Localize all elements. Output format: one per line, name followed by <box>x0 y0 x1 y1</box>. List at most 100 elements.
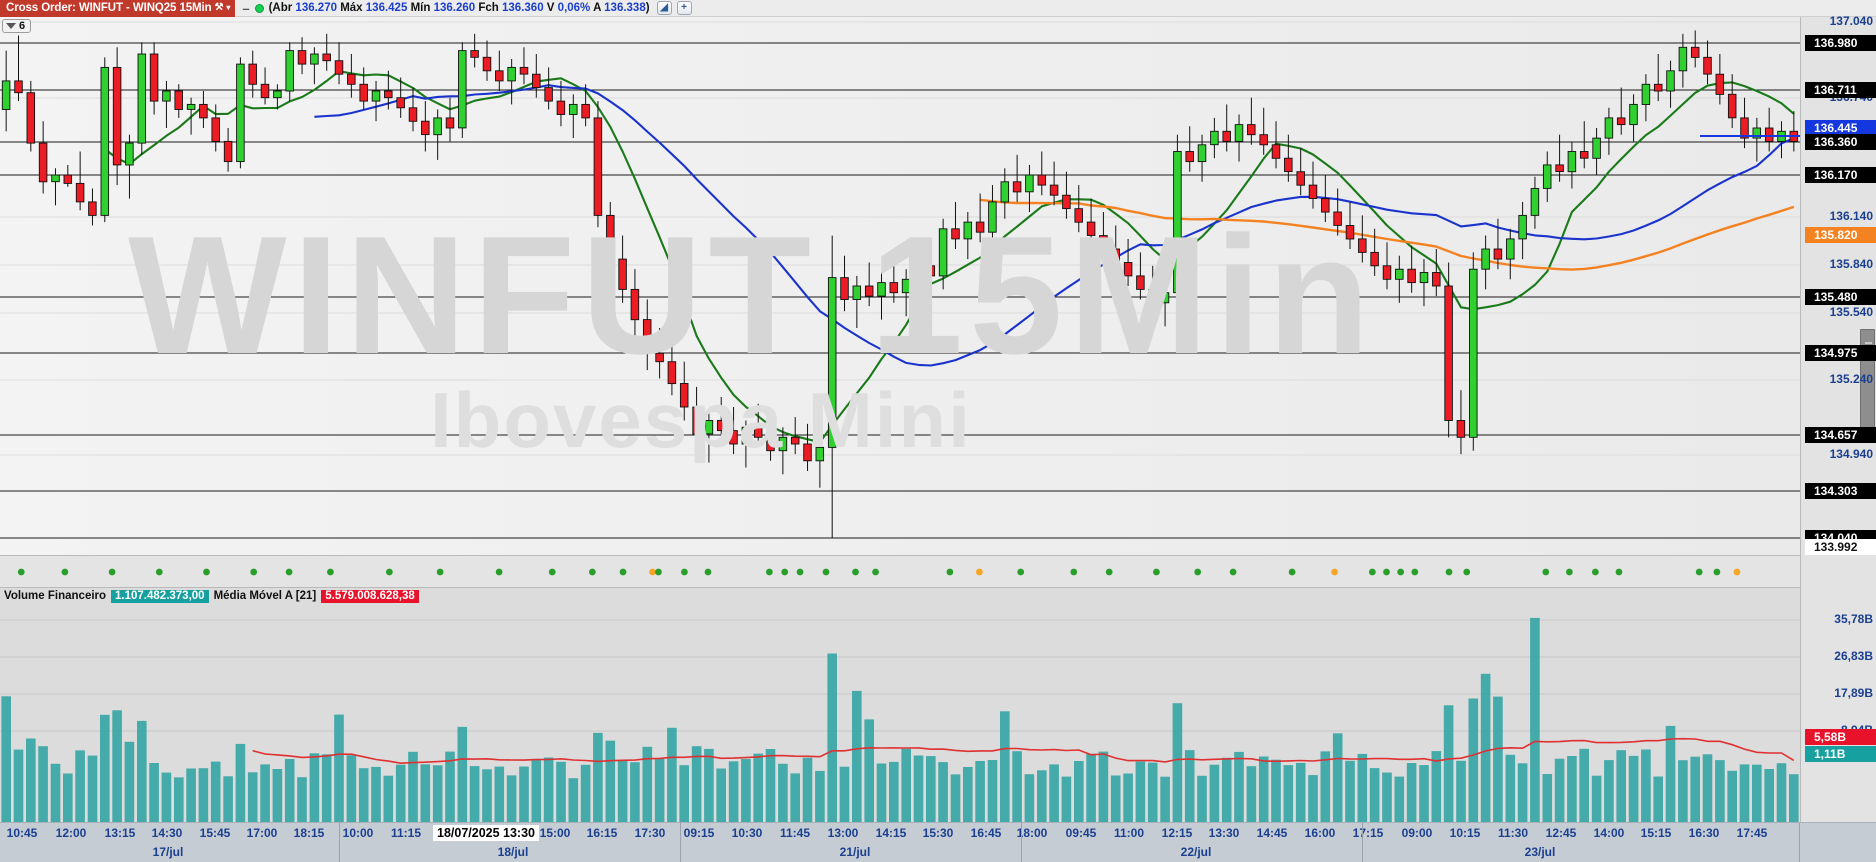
ohlc-low-label: Mín <box>410 2 431 14</box>
time-axis-label: 09:45 <box>1065 826 1097 840</box>
price-axis-tag[interactable]: 135.820 <box>1805 227 1876 243</box>
price-axis-gridlabel: 134.940 <box>1829 447 1873 461</box>
ohlc-volume-label: V <box>546 2 555 14</box>
price-axis-tag[interactable]: 135.480 <box>1805 289 1876 305</box>
volume-tag-value: 1,11B <box>1814 747 1846 761</box>
price-axis-tag[interactable]: 133.992 <box>1805 539 1876 555</box>
time-axis-label: 10:00 <box>342 826 374 840</box>
ohlc-high-label: Máx <box>340 2 363 14</box>
time-axis-label: 11:15 <box>390 826 422 840</box>
time-axis-label: 17:45 <box>1736 826 1768 840</box>
date-axis: 17/jul 18/jul 21/jul 22/jul 23/jul <box>0 844 1876 862</box>
price-tag-value: 134.303 <box>1814 484 1858 498</box>
price-tag-value: 136.445 <box>1814 121 1858 135</box>
time-axis[interactable]: 10:45 12:00 13:15 14:30 15:45 17:00 18:15 10:00… <box>0 822 1876 845</box>
time-axis-label: 15:30 <box>922 826 954 840</box>
price-axis-tag[interactable]: 134.303 <box>1805 483 1876 499</box>
volume-axis-gridlabel: 17,89B <box>1834 686 1873 700</box>
time-axis-label: 10:45 <box>6 826 38 840</box>
time-axis-label: 09:00 <box>1401 826 1433 840</box>
price-axis[interactable]: 137.040136.740136.140135.840135.540135.2… <box>1800 14 1876 579</box>
trade-marker-canvas <box>17 568 1741 576</box>
time-axis-label: 15:15 <box>1640 826 1672 840</box>
add-indicator-button[interactable]: + <box>676 1 692 15</box>
volume-axis-tag[interactable]: 1,11B <box>1805 746 1876 762</box>
time-axis-label: 11:00 <box>1113 826 1145 840</box>
volume-ma-value-chip: 5.579.008.628,38 <box>321 589 419 603</box>
triangle-down-icon <box>6 23 16 29</box>
ohlc-low-value: 136.260 <box>433 2 476 14</box>
time-axis-label: 13:30 <box>1208 826 1240 840</box>
grip-icon <box>1865 342 1872 344</box>
time-separator <box>339 823 340 845</box>
date-axis-label: 23/jul <box>1524 845 1556 859</box>
volume-chart-canvas <box>0 617 1800 822</box>
price-tag-value: 133.992 <box>1814 540 1858 554</box>
ohlc-suffix: ) <box>645 2 650 14</box>
volume-ma-title: Média Móvel A [21] <box>213 590 317 602</box>
time-axis-label: 11:45 <box>779 826 811 840</box>
ohlc-close-value: 136.360 <box>502 2 544 14</box>
date-separator <box>1799 844 1800 862</box>
time-axis-label: 15:45 <box>199 826 231 840</box>
time-axis-label: 13:15 <box>104 826 136 840</box>
bar-count-badge[interactable]: 6 <box>2 19 32 33</box>
price-axis-tag[interactable]: 136.360 <box>1805 134 1876 150</box>
ohlc-volume-value: 0,06% <box>557 2 591 14</box>
chevron-down-icon[interactable]: ▾ <box>226 3 231 12</box>
price-axis-tag[interactable]: 136.445 <box>1805 120 1876 136</box>
time-axis-label: 18:15 <box>293 826 325 840</box>
price-axis-gridlabel: 135.540 <box>1829 305 1873 319</box>
time-axis-label: 10:15 <box>1449 826 1481 840</box>
volume-axis-gridlabel: 26,83B <box>1834 649 1873 663</box>
price-tag-value: 136.711 <box>1814 83 1857 97</box>
time-axis-label: 14:15 <box>875 826 907 840</box>
ohlc-readout: (Abr 136.270 Máx 136.425 Mín 136.260 Fch… <box>269 2 650 14</box>
volume-chart-pane[interactable] <box>0 588 1800 822</box>
time-axis-label: 14:00 <box>1593 826 1625 840</box>
price-axis-tag[interactable]: 134.657 <box>1805 427 1876 443</box>
time-axis-label: 14:45 <box>1256 826 1288 840</box>
time-separator <box>1362 823 1363 845</box>
time-axis-label: 17:30 <box>634 826 666 840</box>
volume-axis-tag[interactable]: 5,58B <box>1805 729 1876 745</box>
date-separator <box>1362 844 1363 862</box>
price-axis-tag[interactable]: 136.980 <box>1805 35 1876 51</box>
ohlc-avg-label: A <box>593 2 601 14</box>
time-axis-label: 12:15 <box>1161 826 1193 840</box>
symbol-instrument-tag[interactable]: Cross Order: WINFUT - WINQ25 15Min ⚒ ▾ <box>0 0 236 17</box>
price-axis-tag[interactable]: 134.975 <box>1805 345 1876 361</box>
collapse-pane-button[interactable]: ◢ <box>656 1 672 15</box>
time-axis-label: 10:30 <box>731 826 763 840</box>
time-axis-label: 12:00 <box>55 826 87 840</box>
price-tag-value: 134.040 <box>1814 531 1858 545</box>
time-axis-label: 12:45 <box>1545 826 1577 840</box>
price-tag-value: 134.975 <box>1814 346 1858 360</box>
time-separator <box>1021 823 1022 845</box>
chart-header: Cross Order: WINFUT - WINQ25 15Min ⚒ ▾ –… <box>0 0 1876 17</box>
time-axis-label: 15:00 <box>539 826 571 840</box>
symbol-label: Cross Order: WINFUT - WINQ25 15Min <box>6 2 212 14</box>
price-axis-gridlabel: 137.040 <box>1829 14 1873 28</box>
price-tag-value: 136.170 <box>1814 168 1858 182</box>
trade-marker-band[interactable] <box>0 555 1800 588</box>
date-axis-label: 18/jul <box>497 845 529 859</box>
price-chart-canvas <box>0 21 1800 539</box>
time-axis-label: 17:00 <box>246 826 278 840</box>
time-separator <box>1799 823 1800 845</box>
price-tag-value: 136.980 <box>1814 36 1858 50</box>
date-axis-label: 21/jul <box>839 845 871 859</box>
price-axis-tag[interactable]: 136.170 <box>1805 167 1876 183</box>
date-axis-label: 22/jul <box>1180 845 1212 859</box>
price-chart-pane[interactable]: WINFUT 15Min Ibovespa Mini <box>0 17 1800 555</box>
ohlc-avg-value: 136.338 <box>604 2 646 14</box>
date-axis-label: 17/jul <box>152 845 184 859</box>
price-axis-tag[interactable]: 136.711 <box>1805 82 1876 98</box>
collapse-dash-icon[interactable]: – <box>242 0 250 16</box>
date-separator <box>339 844 340 862</box>
price-tag-value: 135.480 <box>1814 290 1858 304</box>
price-tag-value: 135.820 <box>1814 228 1858 242</box>
ohlc-close-label: Fch <box>478 2 499 14</box>
